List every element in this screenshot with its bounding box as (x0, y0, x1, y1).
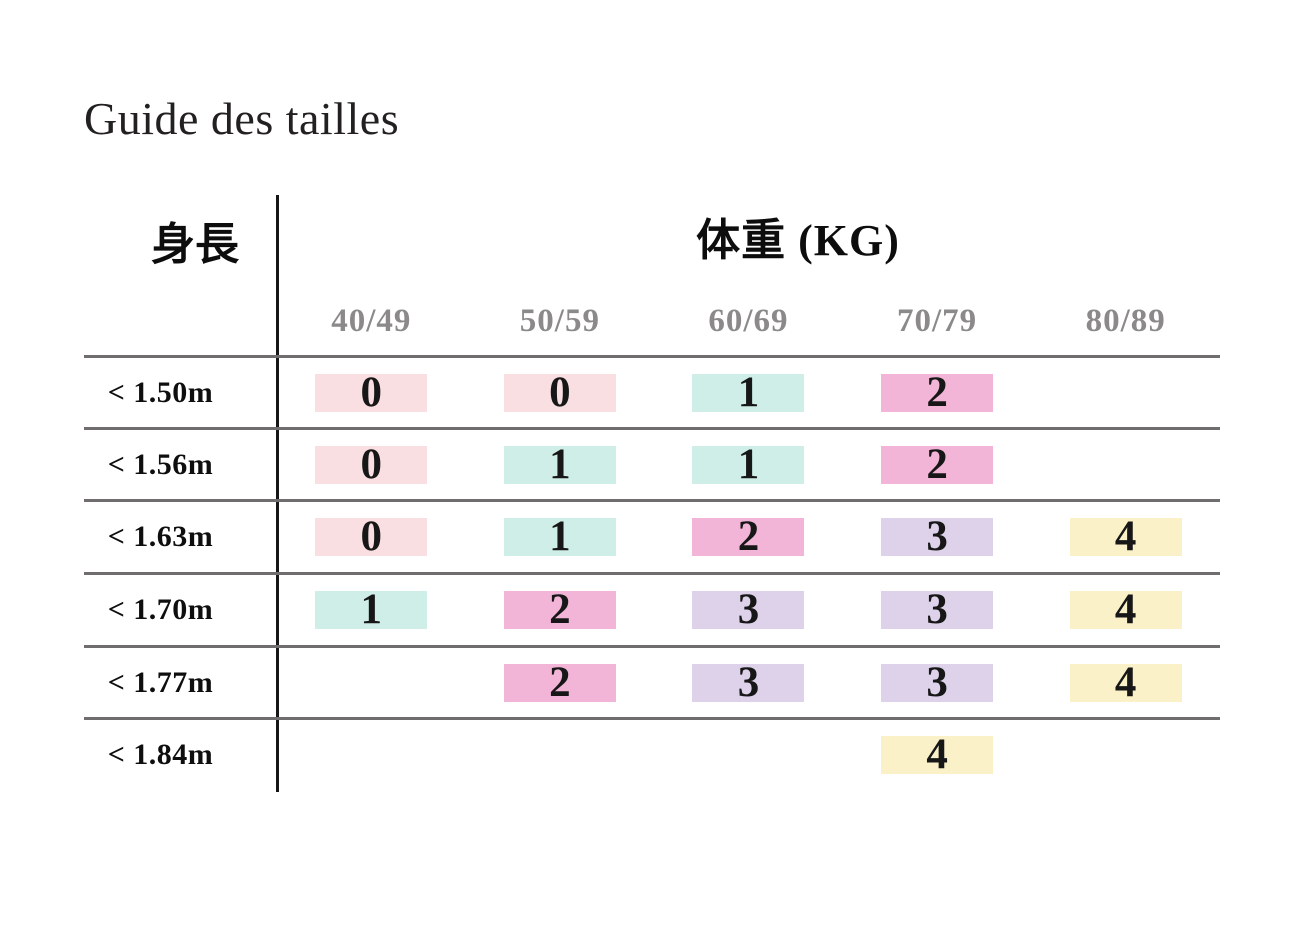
size-chip: 4 (1069, 588, 1182, 631)
table-cell: 4 (843, 733, 1032, 776)
size-chip: 2 (503, 661, 616, 704)
table-cell: 0 (277, 371, 466, 414)
table-cell: 4 (1031, 515, 1220, 558)
table-cell: 3 (654, 588, 843, 631)
size-chip: 0 (315, 443, 428, 486)
weight-column-headers: 40/49 50/59 60/69 70/79 80/89 (277, 303, 1220, 340)
size-chip: 3 (881, 588, 994, 631)
size-chip: 2 (692, 515, 805, 558)
size-chip: 1 (692, 371, 805, 414)
table-cell (1031, 446, 1220, 484)
height-row-label: < 1.84m (107, 738, 214, 771)
row-divider (84, 572, 1220, 575)
weight-column-header-60-69: 60/69 (708, 303, 789, 339)
table-row: < 1.56m 0 1 1 2 (84, 430, 1220, 500)
table-cell: 2 (654, 515, 843, 558)
table-cell: 2 (466, 588, 655, 631)
table-cell: 3 (843, 588, 1032, 631)
table-cell: 2 (466, 661, 655, 704)
size-chip: 1 (503, 443, 616, 486)
table-cell: 1 (654, 371, 843, 414)
table-cell: 3 (843, 661, 1032, 704)
page-title: Guide des tailles (84, 93, 400, 144)
table-cell: 4 (1031, 588, 1220, 631)
table-cell: 0 (277, 515, 466, 558)
row-divider (84, 717, 1220, 720)
table-cell (466, 736, 655, 774)
row-divider (84, 355, 1220, 358)
table-cell: 4 (1031, 661, 1220, 704)
table-row: < 1.77m 2 3 3 4 (84, 648, 1220, 718)
table-cell: 0 (277, 443, 466, 486)
size-chip: 4 (881, 733, 994, 776)
table-cell: 2 (843, 443, 1032, 486)
size-chip: 0 (315, 371, 428, 414)
table-cell (1031, 374, 1220, 412)
size-chip: 4 (1069, 515, 1182, 558)
table-cell: 3 (843, 515, 1032, 558)
table-cell (654, 736, 843, 774)
table-cell: 1 (466, 443, 655, 486)
size-chip: 1 (692, 443, 805, 486)
size-chip: 3 (692, 588, 805, 631)
table-cell: 1 (654, 443, 843, 486)
table-row: < 1.63m 0 1 2 3 4 (84, 502, 1220, 572)
table-cell: 3 (654, 661, 843, 704)
table-cell (277, 664, 466, 702)
size-chip: 0 (503, 371, 616, 414)
table-cell (277, 736, 466, 774)
height-row-label: < 1.70m (107, 593, 214, 626)
height-row-label: < 1.50m (107, 376, 214, 409)
table-cell: 2 (843, 371, 1032, 414)
weight-column-header-80-89: 80/89 (1085, 303, 1166, 339)
weight-axis-label: 体重 (KG) (696, 216, 900, 265)
vertical-divider (276, 195, 279, 792)
size-chip: 2 (503, 588, 616, 631)
size-chip: 3 (881, 661, 994, 704)
weight-column-header-50-59: 50/59 (519, 303, 600, 339)
height-axis-label: 身長 (151, 220, 239, 269)
height-row-label: < 1.63m (107, 520, 214, 553)
row-divider (84, 499, 1220, 502)
size-chip: 1 (503, 515, 616, 558)
height-row-label: < 1.77m (107, 666, 214, 699)
weight-column-header-70-79: 70/79 (896, 303, 978, 339)
size-chip: 3 (692, 661, 805, 704)
size-chip: 1 (315, 588, 428, 631)
table-cell: 0 (466, 371, 655, 414)
size-chip: 0 (315, 515, 428, 558)
size-chip: 3 (881, 515, 994, 558)
row-divider (84, 645, 1220, 648)
row-divider (84, 427, 1220, 430)
height-row-label: < 1.56m (107, 448, 214, 481)
size-chip: 4 (1069, 661, 1182, 704)
table-cell: 1 (466, 515, 655, 558)
size-guide-table: 身長 体重 (KG) 40/49 50/59 60/69 70/79 80/89… (84, 195, 1220, 795)
table-row: < 1.50m 0 0 1 2 (84, 358, 1220, 428)
table-row: < 1.84m 4 (84, 720, 1220, 790)
weight-column-header-40-49: 40/49 (331, 303, 412, 339)
table-row: < 1.70m 1 2 3 3 4 (84, 575, 1220, 645)
size-chip: 2 (881, 443, 994, 486)
table-cell: 1 (277, 588, 466, 631)
size-chip: 2 (881, 371, 994, 414)
table-cell (1031, 736, 1220, 774)
